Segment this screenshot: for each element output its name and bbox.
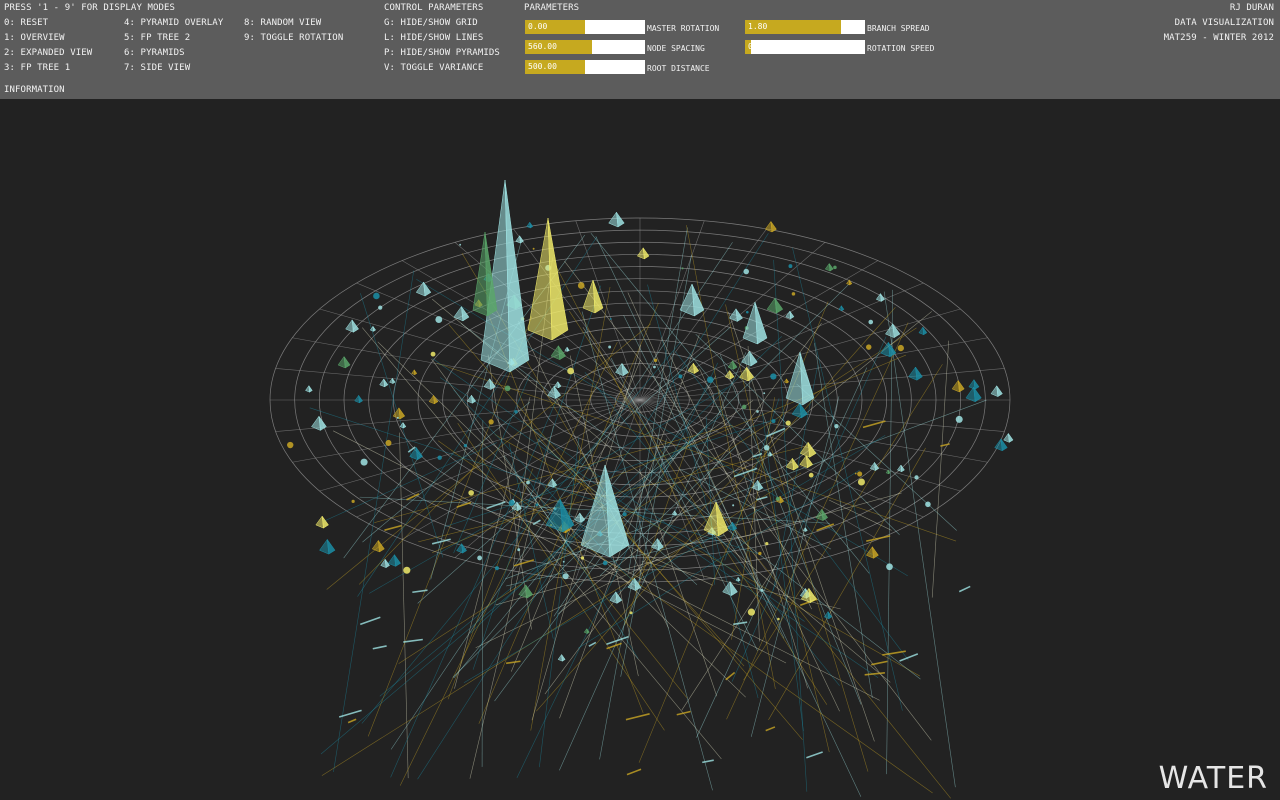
control-parameters-title: CONTROL PARAMETERS (384, 3, 484, 13)
branch-lines (309, 224, 987, 799)
master-rotation-label: MASTER ROTATION (647, 24, 720, 33)
slider-value: 0.00 (528, 22, 548, 31)
display-modes-title: PRESS '1 - 9' FOR DISPLAY MODES (4, 3, 176, 13)
mode-side-view[interactable]: 7: SIDE VIEW (124, 63, 191, 73)
mode-random-view[interactable]: 8: RANDOM VIEW (244, 18, 322, 28)
slider-fill (745, 20, 841, 34)
slider-fill (745, 40, 751, 54)
node-spacing-slider[interactable]: 560.00 (525, 40, 645, 54)
slider-fill (525, 60, 585, 74)
course-term: MAT259 - WINTER 2012 (1163, 33, 1274, 43)
root-distance-label: ROOT DISTANCE (647, 64, 710, 73)
mode-toggle-rotation[interactable]: 9: TOGGLE ROTATION (244, 33, 344, 43)
mode-reset[interactable]: 0: RESET (4, 18, 49, 28)
control-toggle-variance[interactable]: V: TOGGLE VARIANCE (384, 63, 484, 73)
branch-spread-slider[interactable]: 1.80 (745, 20, 865, 34)
mode-overview[interactable]: 1: OVERVIEW (4, 33, 65, 43)
author-name: RJ DURAN (1229, 3, 1274, 13)
node-spacing-label: NODE SPACING (647, 44, 705, 53)
control-hide-show-pyramids[interactable]: P: HIDE/SHOW PYRAMIDS (384, 48, 500, 58)
slider-value: 1.80 (748, 22, 768, 31)
mode-fp-tree-2[interactable]: 5: FP TREE 2 (124, 33, 191, 43)
rotation-speed-slider[interactable]: 0 (745, 40, 865, 54)
mode-pyramids[interactable]: 6: PYRAMIDS (124, 48, 185, 58)
slider-value: 500.00 (528, 62, 557, 71)
slider-fill (525, 40, 593, 54)
control-header: PRESS '1 - 9' FOR DISPLAY MODES 0: RESET… (0, 0, 1280, 99)
root-distance-slider[interactable]: 500.00 (525, 60, 645, 74)
control-hide-show-grid[interactable]: G: HIDE/SHOW GRID (384, 18, 478, 28)
rotation-speed-label: ROTATION SPEED (867, 44, 935, 53)
tree-visualization-canvas[interactable] (0, 99, 1280, 800)
course-subtitle: DATA VISUALIZATION (1174, 18, 1274, 28)
pyramid-nodes (287, 179, 1014, 662)
mode-fp-tree-1[interactable]: 3: FP TREE 1 (4, 63, 71, 73)
slider-fill (525, 20, 585, 34)
information-label[interactable]: INFORMATION (4, 85, 65, 95)
branch-spread-label: BRANCH SPREAD (867, 24, 930, 33)
slider-value: 560.00 (528, 42, 557, 51)
parameters-title: PARAMETERS (524, 3, 580, 13)
dataset-title: WATER (1158, 761, 1268, 796)
mode-pyramid-overlay[interactable]: 4: PYRAMID OVERLAY (124, 18, 224, 28)
mode-expanded-view[interactable]: 2: EXPANDED VIEW (4, 48, 93, 58)
control-hide-show-lines[interactable]: L: HIDE/SHOW LINES (384, 33, 484, 43)
master-rotation-slider[interactable]: 0.00 (525, 20, 645, 34)
slider-value: 0 (748, 42, 753, 51)
polar-grid (269, 217, 1011, 583)
